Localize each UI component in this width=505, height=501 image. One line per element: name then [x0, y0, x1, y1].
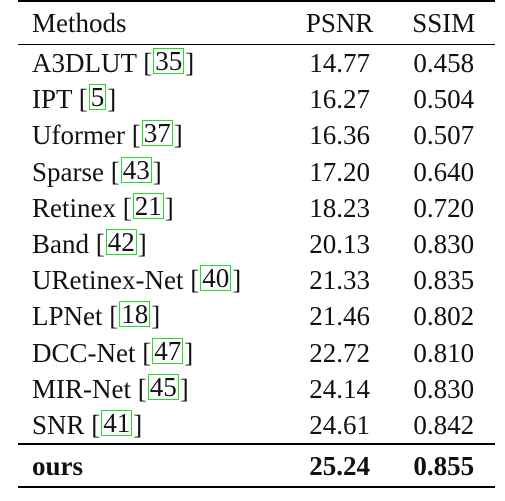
table-row: URetinex-Net [40] 21.33 0.835: [18, 262, 495, 298]
ssim-value: 0.504: [413, 84, 475, 115]
table-row-ours: ours 25.24 0.855: [18, 444, 495, 488]
ssim-value: 0.640: [413, 156, 475, 187]
method-cell: Sparse [43]: [32, 154, 162, 187]
method-cell: MIR-Net [45]: [32, 371, 189, 404]
results-table: Methods PSNR SSIM A3DLUT [35] 14.77 0.458 I…: [18, 0, 495, 488]
method-cell: URetinex-Net [40]: [32, 263, 242, 296]
ssim-value: 0.830: [413, 373, 475, 404]
psnr-value: 24.61: [309, 409, 371, 440]
citation-link[interactable]: 18: [119, 299, 151, 330]
citation-link[interactable]: 40: [200, 263, 232, 294]
method-name: DCC-Net: [32, 337, 136, 368]
table-row: Sparse [43] 17.20 0.640: [18, 154, 495, 190]
psnr-value: 14.77: [309, 48, 371, 79]
header-psnr: PSNR: [305, 8, 374, 38]
table-row: SNR [41] 24.61 0.842: [18, 407, 495, 444]
citation-link[interactable]: 47: [152, 335, 184, 366]
table-row: MIR-Net [45] 24.14 0.830: [18, 371, 495, 407]
method-name: URetinex-Net: [32, 265, 184, 296]
table-row: A3DLUT [35] 14.77 0.458: [18, 45, 495, 82]
ssim-value: 0.507: [413, 120, 475, 151]
method-name: Retinex: [32, 192, 116, 223]
ssim-value: 0.802: [413, 301, 475, 332]
citation-link[interactable]: 37: [141, 118, 173, 149]
citation-link[interactable]: 35: [153, 46, 185, 77]
citation-link[interactable]: 42: [105, 227, 137, 258]
citation-link[interactable]: 41: [101, 407, 133, 438]
psnr-value: 22.72: [309, 337, 371, 368]
method-name: SNR: [32, 409, 85, 440]
method-name: MIR-Net: [32, 373, 131, 404]
table-row: LPNet [18] 21.46 0.802: [18, 298, 495, 334]
method-name: Band: [32, 229, 89, 260]
method-name: LPNet: [32, 301, 103, 332]
method-cell: IPT [5]: [32, 82, 117, 115]
method-cell: Band [42]: [32, 227, 147, 260]
citation-link[interactable]: 21: [132, 190, 164, 221]
method-name: Sparse: [32, 156, 104, 187]
psnr-value: 17.20: [309, 156, 371, 187]
psnr-value: 21.46: [309, 301, 371, 332]
header-ssim: SSIM: [412, 8, 476, 38]
psnr-value: 18.23: [309, 192, 371, 223]
table-row: Band [42] 20.13 0.830: [18, 226, 495, 262]
table-row: Uformer [37] 16.36 0.507: [18, 117, 495, 153]
method-cell: SNR [41]: [32, 407, 143, 440]
psnr-value: 21.33: [309, 265, 371, 296]
citation-link[interactable]: 45: [147, 371, 179, 402]
citation-link[interactable]: 43: [120, 154, 152, 185]
ssim-value: 0.835: [413, 265, 475, 296]
table-row: Retinex [21] 18.23 0.720: [18, 190, 495, 226]
method-cell: A3DLUT [35]: [32, 46, 195, 79]
psnr-value: 16.36: [309, 120, 371, 151]
psnr-value: 20.13: [309, 229, 371, 260]
ssim-value: 0.720: [413, 192, 475, 223]
table-header-row: Methods PSNR SSIM: [18, 1, 495, 45]
ssim-value: 0.842: [413, 409, 475, 440]
header-methods: Methods: [32, 8, 127, 38]
method-name: Uformer: [32, 120, 125, 151]
method-name: IPT: [32, 84, 73, 115]
method-cell: Retinex [21]: [32, 190, 174, 223]
results-table-container: Methods PSNR SSIM A3DLUT [35] 14.77 0.458 I…: [18, 0, 495, 488]
ssim-value: 0.855: [413, 450, 475, 481]
method-cell: Uformer [37]: [32, 118, 183, 151]
psnr-value: 24.14: [309, 373, 371, 404]
table-row: DCC-Net [47] 22.72 0.810: [18, 335, 495, 371]
ssim-value: 0.810: [413, 337, 475, 368]
table-row: IPT [5] 16.27 0.504: [18, 81, 495, 117]
ssim-value: 0.830: [413, 229, 475, 260]
method-cell: LPNet [18]: [32, 299, 161, 332]
method-cell: DCC-Net [47]: [32, 335, 194, 368]
psnr-value: 16.27: [309, 84, 371, 115]
psnr-value: 25.24: [309, 450, 371, 481]
method-name: A3DLUT: [32, 48, 137, 79]
method-name: ours: [32, 450, 84, 481]
citation-link[interactable]: 5: [88, 82, 107, 113]
ssim-value: 0.458: [413, 48, 475, 79]
